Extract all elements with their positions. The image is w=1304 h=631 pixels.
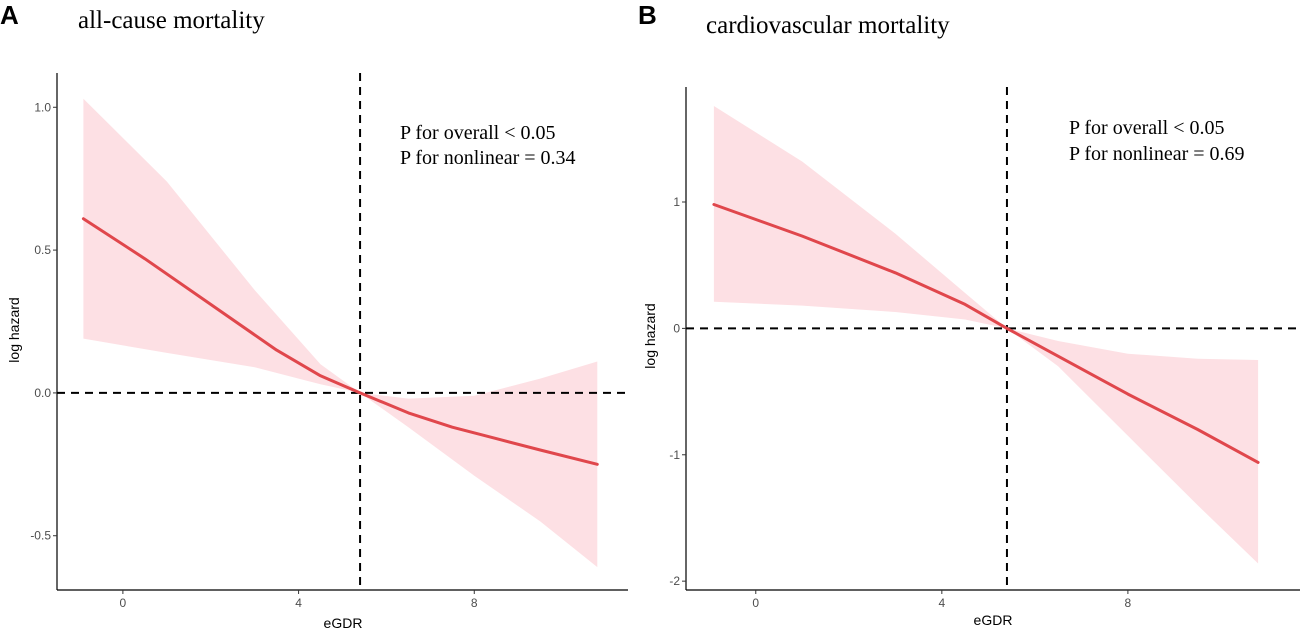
- series-layer-b: [712, 203, 1260, 464]
- panel-cardiovascular: B cardiovascular mortality 0 4 8 -2 -1 0 1 P f…: [638, 0, 1300, 628]
- y-tick-label-b-0: -2: [669, 574, 680, 588]
- annotation-nonlinear-a: P for nonlinear = 0.34: [400, 147, 576, 169]
- ci-band-a: [83, 98, 598, 568]
- y-tick-label-a-3: 1.0: [34, 100, 51, 114]
- x-tick-label-b-0: 0: [752, 596, 759, 610]
- y-tick-label-b-1: -1: [669, 448, 680, 462]
- ticks-b: 0 4 8 -2 -1 0 1: [669, 195, 1131, 610]
- y-tick-label-a-1: 0.0: [34, 386, 51, 400]
- x-tick-label-b-2: 8: [1125, 596, 1132, 610]
- y-tick-label-a-0: -0.5: [30, 529, 51, 543]
- x-tick-label-a-1: 4: [295, 596, 302, 610]
- y-axis-label-a: log hazard: [6, 297, 22, 362]
- x-axis-label-a: eGDR: [324, 615, 363, 631]
- ticks-a: 0 4 8 -0.5 0.0 0.5 1.0: [30, 100, 478, 610]
- axes-b: [685, 87, 1300, 591]
- panel-letter-b: B: [638, 0, 657, 30]
- panel-letter-a: A: [0, 0, 19, 30]
- x-tick-label-b-1: 4: [938, 596, 945, 610]
- annotation-overall-a: P for overall < 0.05: [400, 122, 556, 144]
- reference-lines-b: [686, 87, 1300, 590]
- x-tick-label-a-2: 8: [471, 596, 478, 610]
- x-tick-label-a-0: 0: [120, 596, 127, 610]
- annotation-nonlinear-b: P for nonlinear = 0.69: [1069, 143, 1245, 165]
- series-line-b-0: [712, 203, 1260, 464]
- chart-title-b: cardiovascular mortality: [706, 12, 950, 39]
- ci-band-layer-b: [713, 106, 1259, 564]
- y-tick-label-b-3: 1: [673, 195, 680, 209]
- axes-a: [56, 73, 628, 591]
- panel-all-cause: A all-cause mortality 0 4 8 -0.5 0.0 0.5 1.0 P…: [0, 0, 628, 631]
- ci-band-layer-a: [83, 98, 598, 568]
- y-tick-label-b-2: 0: [673, 321, 680, 335]
- x-axis-label-b: eGDR: [974, 612, 1013, 628]
- annotation-overall-b: P for overall < 0.05: [1069, 117, 1225, 139]
- y-axis-label-b: log hazard: [642, 303, 658, 368]
- ci-band-b: [713, 106, 1259, 564]
- reference-lines-a: [57, 73, 628, 590]
- chart-title-a: all-cause mortality: [78, 7, 265, 34]
- series-layer-a: [81, 217, 599, 466]
- series-line-a-0: [81, 217, 599, 466]
- y-tick-label-a-2: 0.5: [34, 243, 51, 257]
